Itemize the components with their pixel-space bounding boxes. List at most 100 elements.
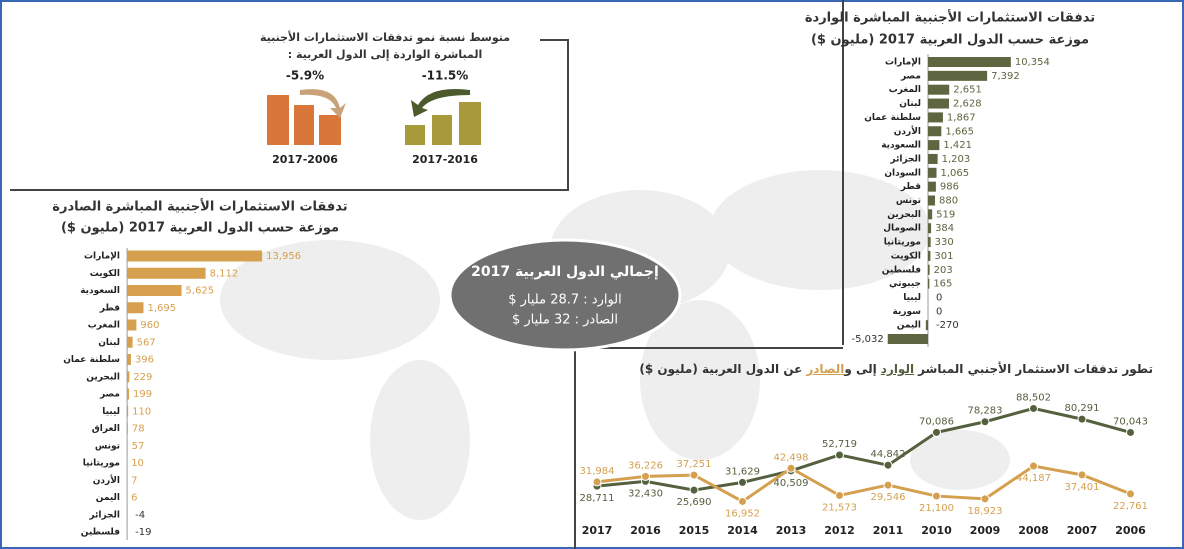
- value-label: 21,573: [822, 502, 857, 513]
- value-label: 88,502: [1016, 392, 1051, 403]
- value-label: 22,761: [1113, 501, 1148, 512]
- bar: [127, 319, 137, 331]
- point: [641, 471, 650, 481]
- value-label: 10: [131, 458, 144, 469]
- x-tick-label: 2013: [776, 524, 807, 537]
- value-label: 42,498: [774, 452, 809, 463]
- value-label: 31,984: [580, 466, 615, 477]
- value-label: 960: [140, 320, 159, 331]
- value-label: 2,628: [953, 99, 982, 110]
- point: [1077, 470, 1087, 480]
- chart-title: تدفقات الاستثمارات الأجنبية المباشرة الص…: [52, 198, 347, 215]
- value-label: 519: [936, 209, 955, 220]
- growth-title: متوسط نسبة نمو تدفقات الاستثمارات الأجنب…: [260, 30, 510, 44]
- value-label: 0: [936, 306, 942, 317]
- value-label: 52,719: [822, 439, 857, 450]
- value-label: 1,203: [942, 154, 971, 165]
- point: [1029, 461, 1038, 471]
- value-label: 0: [936, 292, 942, 303]
- category-label: البحرين: [86, 372, 120, 382]
- bar: [127, 336, 133, 348]
- title-part: إلى و: [844, 362, 877, 376]
- value-label: 384: [935, 223, 954, 234]
- category-label: الصومال: [883, 224, 921, 234]
- category-label: الإمارات: [84, 252, 120, 262]
- value-label: 8,112: [210, 268, 239, 279]
- category-label: الأردن: [894, 125, 921, 137]
- chart-title: موزعة حسب الدول العربية 2017 (مليون $): [811, 33, 1089, 48]
- bar: [127, 302, 144, 314]
- value-label: 1,665: [945, 126, 974, 137]
- point: [1126, 427, 1135, 437]
- value-label: 880: [939, 196, 958, 207]
- value-label: 21,100: [919, 503, 954, 514]
- value-label: 18,923: [968, 506, 1003, 517]
- category-label: الكويت: [891, 251, 921, 261]
- value-label: 78: [132, 424, 145, 435]
- bar: [928, 126, 942, 137]
- x-tick-label: 2014: [727, 524, 758, 537]
- summary-line: الصادر : 32 مليار $: [512, 313, 618, 328]
- value-label: 1,421: [943, 140, 972, 151]
- category-label: سلطنة عمان: [63, 355, 120, 365]
- value-label: 396: [135, 355, 154, 366]
- bar: [928, 140, 940, 151]
- value-label: -19: [135, 527, 151, 538]
- value-label: 10,354: [1015, 57, 1050, 68]
- value-label: 6: [131, 493, 137, 504]
- value-label: 29,546: [871, 492, 906, 503]
- bar: [928, 250, 931, 261]
- category-label: العراق: [92, 424, 120, 434]
- value-label: 70,043: [1113, 416, 1148, 427]
- title-part: تطور تدفقات الاستثمار الأجنبي المباشر: [918, 362, 1153, 376]
- category-label: الكويت: [90, 269, 120, 279]
- category-label: مصر: [99, 390, 120, 400]
- x-tick-label: 2012: [824, 524, 855, 537]
- value-label: 44,187: [1016, 473, 1051, 484]
- value-label: 199: [133, 389, 152, 400]
- value-label: 7,392: [991, 71, 1020, 82]
- bar: [127, 405, 129, 417]
- bar: [928, 70, 988, 81]
- value-label: 44,842: [871, 449, 906, 460]
- value-label: 301: [934, 251, 953, 262]
- bar: [928, 237, 931, 248]
- line: [596, 406, 1131, 492]
- value-label: 986: [940, 182, 959, 193]
- world-map: [220, 170, 1010, 520]
- growth-period: 2017-2006: [272, 153, 338, 166]
- value-label: 567: [137, 337, 156, 348]
- point: [980, 494, 990, 504]
- x-tick-label: 2011: [873, 524, 904, 537]
- point: [1077, 414, 1087, 424]
- chart-title: تدفقات الاستثمارات الأجنبية المباشرة الو…: [805, 9, 1095, 26]
- value-label: 37,401: [1065, 482, 1100, 493]
- point: [883, 480, 893, 490]
- x-tick-label: 2010: [921, 524, 952, 537]
- x-tick-label: 2017: [582, 524, 613, 537]
- category-label: سلطنة عمان: [864, 113, 921, 123]
- category-label: المغرب: [889, 85, 921, 95]
- category-label: ليبيا: [102, 407, 120, 417]
- value-label: 70,086: [919, 416, 954, 427]
- value-label: 32,430: [628, 488, 663, 499]
- value-label: 5,625: [186, 286, 215, 297]
- value-label: 1,695: [148, 303, 177, 314]
- category-label: اليمن: [96, 493, 120, 503]
- value-label: -4: [135, 510, 145, 521]
- value-label: 330: [935, 237, 954, 248]
- bar: [925, 320, 928, 331]
- gold-bars-icon: [405, 89, 481, 145]
- x-tick-label: 2009: [970, 524, 1001, 537]
- bar: [127, 250, 263, 262]
- x-tick-label: 2016: [630, 524, 661, 537]
- point: [883, 460, 893, 470]
- point: [835, 450, 844, 460]
- chart-title: موزعة حسب الدول العربية 2017 (مليون $): [61, 221, 339, 236]
- growth-period: 2017-2016: [412, 153, 478, 166]
- growth-value: -5.9%: [286, 69, 324, 83]
- summary-title: إجمالي الدول العربية 2017: [471, 264, 659, 280]
- category-label: قطر: [99, 303, 120, 313]
